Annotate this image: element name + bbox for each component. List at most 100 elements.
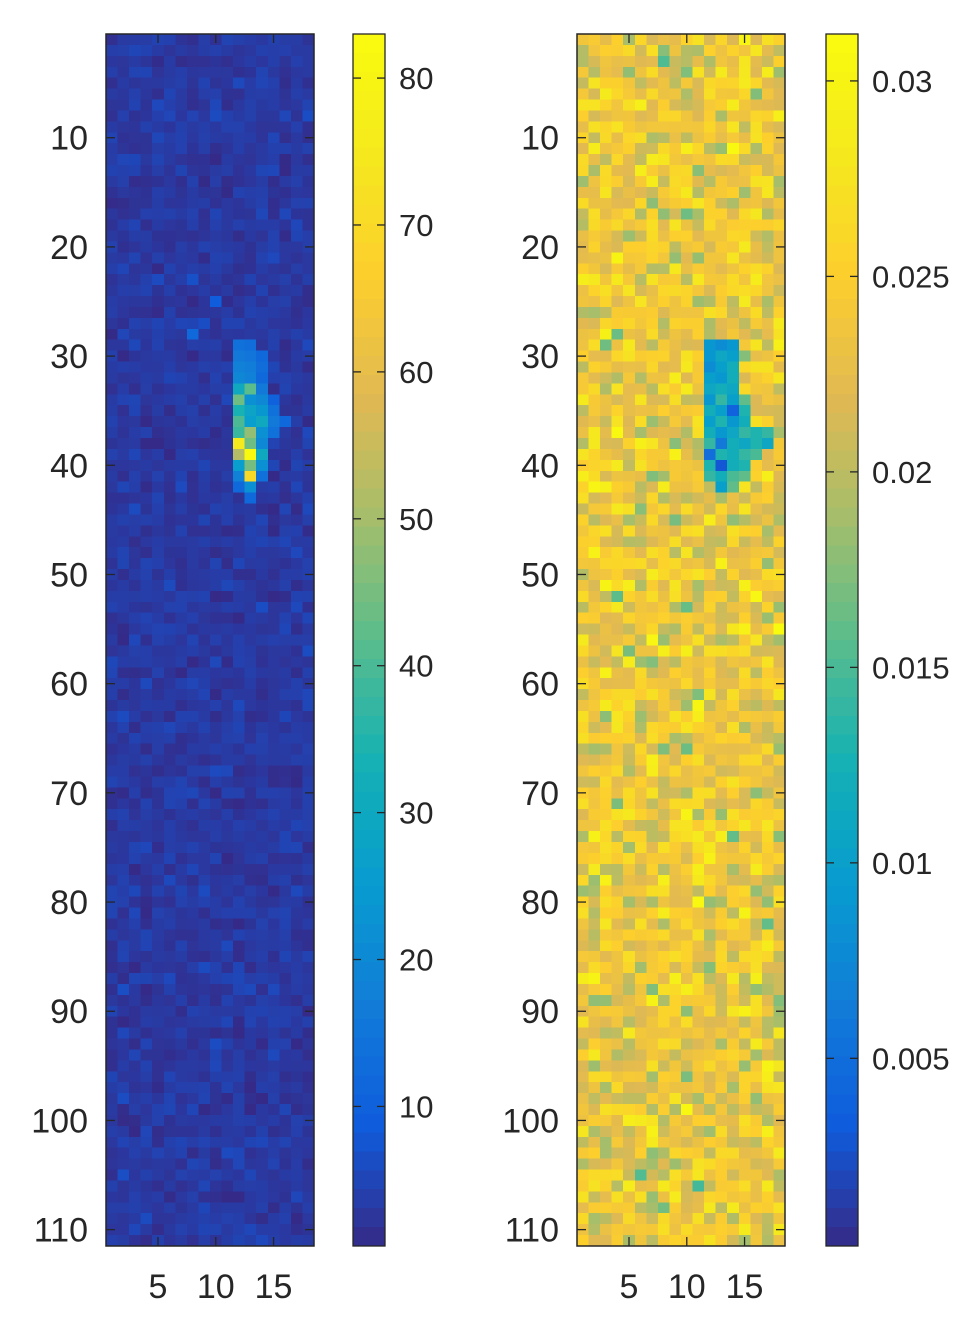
heatmap-cell <box>106 754 118 766</box>
heatmap-cell <box>773 973 786 985</box>
heatmap-cell <box>738 1180 751 1192</box>
heatmap-cell <box>233 66 246 79</box>
heatmap-cell <box>704 983 717 996</box>
heatmap-cell <box>302 547 315 559</box>
heatmap-cell <box>634 252 647 264</box>
heatmap-cell <box>657 328 670 341</box>
heatmap-cell <box>634 394 647 406</box>
heatmap-cell <box>761 339 774 352</box>
heatmap-cell <box>611 197 624 210</box>
heatmap-cell <box>715 678 728 690</box>
heatmap-cell <box>634 536 647 548</box>
heatmap-cell <box>175 438 188 450</box>
heatmap-cell <box>738 1016 751 1029</box>
heatmap-cell <box>681 787 693 799</box>
heatmap-cell <box>117 787 130 799</box>
heatmap-cell <box>117 743 130 756</box>
heatmap-cell <box>681 438 693 450</box>
heatmap-cell <box>256 1213 269 1225</box>
heatmap-cell <box>600 1125 613 1138</box>
heatmap-cell <box>750 252 763 264</box>
heatmap-cell <box>106 416 118 428</box>
heatmap-cell <box>738 1005 751 1018</box>
heatmap-cell <box>704 219 717 231</box>
heatmap-cell <box>761 809 774 821</box>
heatmap-cell <box>646 787 659 799</box>
heatmap-cell <box>738 590 751 603</box>
heatmap-cell <box>611 896 624 908</box>
heatmap-cell <box>221 896 234 908</box>
heatmap-cell <box>279 579 292 592</box>
heatmap-cell <box>279 175 292 188</box>
colorbar-segment <box>353 980 385 1001</box>
heatmap-cell <box>279 885 292 897</box>
heatmap-cell <box>704 132 717 144</box>
heatmap-cell <box>279 1158 292 1170</box>
heatmap-cell <box>773 296 786 308</box>
heatmap-cell <box>233 1202 246 1214</box>
heatmap-cell <box>117 241 130 253</box>
heatmap-cell <box>175 165 188 177</box>
heatmap-cell <box>140 809 153 821</box>
heatmap-cell <box>750 110 763 122</box>
heatmap-cell <box>761 197 774 210</box>
heatmap-cell <box>727 99 740 111</box>
heatmap-cell <box>129 197 142 210</box>
heatmap-cell <box>186 579 199 592</box>
heatmap-cell <box>646 416 659 428</box>
heatmap-cell <box>657 503 670 515</box>
heatmap-cell <box>623 667 636 679</box>
heatmap-cell <box>198 1125 211 1138</box>
heatmap-cell <box>611 918 624 930</box>
colorbar-segment <box>826 583 858 603</box>
heatmap-cell <box>577 1027 589 1039</box>
heatmap-cell <box>634 842 647 854</box>
heatmap-cell <box>117 328 130 341</box>
heatmap-cell <box>761 252 774 264</box>
heatmap-cell <box>611 754 624 766</box>
heatmap-cell <box>117 612 130 625</box>
heatmap-cell <box>600 1104 613 1116</box>
heatmap-cell <box>704 55 717 68</box>
heatmap-cell <box>302 962 315 974</box>
heatmap-cell <box>773 88 786 100</box>
heatmap-cell <box>715 1005 728 1018</box>
heatmap-cell <box>186 175 199 188</box>
colorbar-segment <box>826 980 858 1001</box>
heatmap-cell <box>761 743 774 756</box>
heatmap-cell <box>221 1224 234 1236</box>
heatmap-cell <box>163 678 176 690</box>
heatmap-cell <box>600 700 613 712</box>
heatmap-cell <box>198 77 211 89</box>
heatmap-cell <box>198 339 211 352</box>
heatmap-cell <box>267 732 280 745</box>
heatmap-cell <box>715 612 728 625</box>
heatmap-cell <box>773 623 786 635</box>
heatmap-cell <box>152 1082 165 1094</box>
heatmap-cell <box>163 525 176 537</box>
heatmap-cell <box>738 1158 751 1170</box>
colorbar-segment <box>826 867 858 887</box>
heatmap-cell <box>611 1191 624 1203</box>
heatmap-cell <box>163 66 176 79</box>
heatmap-cell <box>279 623 292 635</box>
heatmap-cell <box>577 940 589 952</box>
heatmap-cell <box>727 197 740 210</box>
heatmap-cell <box>233 536 246 548</box>
heatmap-cell <box>600 175 613 188</box>
heatmap-cell <box>657 470 670 483</box>
heatmap-cell <box>611 186 624 199</box>
heatmap-cell <box>233 973 246 985</box>
heatmap-cell <box>750 416 763 428</box>
heatmap-cell <box>681 1060 693 1072</box>
heatmap-cell <box>163 1224 176 1236</box>
heatmap-cell <box>681 1136 693 1149</box>
heatmap-cell <box>267 165 280 177</box>
colorbar-segment <box>353 621 385 641</box>
heatmap-cell <box>221 252 234 264</box>
heatmap-cell <box>163 394 176 406</box>
heatmap-cell <box>233 143 246 155</box>
heatmap-cell <box>634 34 647 46</box>
heatmap-cell <box>140 918 153 930</box>
heatmap-cell <box>704 372 717 384</box>
